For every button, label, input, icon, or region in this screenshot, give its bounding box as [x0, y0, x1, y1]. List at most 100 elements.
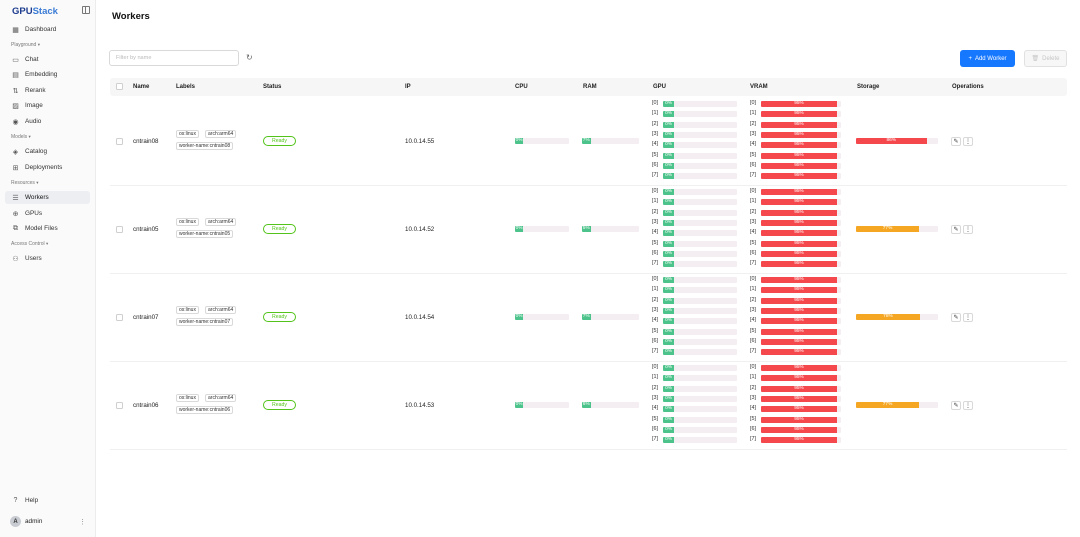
table-row[interactable]: cntrain05 os:linux arch:arm64 worker-name:c…: [110, 186, 1067, 274]
vram-index: [4]: [750, 141, 756, 148]
label-tag: worker-name:cntrain08: [176, 142, 234, 150]
edit-icon[interactable]: ✎: [951, 225, 961, 234]
gpu-usage-bar-fill: 0%: [663, 416, 675, 423]
gpustack-logo[interactable]: GPUStack: [12, 6, 58, 17]
row-checkbox[interactable]: [116, 314, 123, 321]
more-vertical-icon[interactable]: ⋮: [963, 401, 973, 410]
storage-usage-bar-fill: 78%: [856, 314, 920, 320]
filter-input[interactable]: Filter by name: [109, 50, 239, 66]
col-storage[interactable]: Storage: [857, 84, 880, 90]
caret-down-icon: ▾: [28, 134, 31, 139]
table-row[interactable]: cntrain06 os:linux arch:arm64 worker-name:c…: [110, 362, 1067, 450]
refresh-icon[interactable]: ↻: [246, 53, 253, 62]
more-vertical-icon[interactable]: ⋮: [963, 225, 973, 234]
caret-down-icon: ▾: [36, 180, 39, 185]
chat-icon: ▭: [12, 56, 19, 64]
sidebar-item-image[interactable]: ▨ Image: [5, 99, 90, 112]
sidebar-item-chat[interactable]: ▭ Chat: [5, 53, 90, 66]
vram-index: [5]: [750, 327, 756, 334]
edit-icon[interactable]: ✎: [951, 137, 961, 146]
group-label: Models: [11, 134, 28, 140]
sidebar-item-audio[interactable]: ◉ Audio: [5, 115, 90, 128]
col-ram[interactable]: RAM: [583, 84, 597, 90]
gpu-index: [0]: [652, 364, 658, 370]
more-vertical-icon[interactable]: ⋮: [963, 313, 973, 322]
gpu-usage-bar: 0%: [663, 318, 737, 325]
gpu-index: [1]: [652, 286, 658, 293]
add-worker-button[interactable]: + Add Worker: [960, 50, 1015, 67]
vram-index: [2]: [750, 120, 756, 127]
col-gpu[interactable]: GPU: [653, 84, 667, 90]
col-name[interactable]: Name: [133, 84, 150, 90]
gpu-index: [7]: [652, 436, 658, 443]
label-tag: arch:arm64: [205, 218, 237, 226]
sidebar-collapse-icon[interactable]: [82, 6, 90, 14]
add-worker-label: Add Worker: [974, 55, 1007, 62]
gpu-index: [4]: [652, 317, 658, 324]
vram-usage-bar-fill: 95%: [761, 416, 837, 423]
gpu-usage-bar-fill: 0%: [663, 365, 675, 371]
sidebar-item-model-files[interactable]: ⧉ Model Files: [5, 222, 90, 235]
more-vertical-icon[interactable]: ⋮: [963, 137, 973, 146]
vram-usage-bar-fill: 95%: [761, 437, 837, 444]
sidebar-item-deployments[interactable]: ⊞ Deployments: [5, 161, 90, 174]
sidebar-group-access-control[interactable]: Access Control ▾: [11, 241, 48, 247]
ram-usage-bar-fill: 7%: [582, 314, 591, 320]
vram-usage-bar: 95%: [761, 111, 841, 118]
select-all-checkbox[interactable]: [116, 83, 123, 90]
gpu-index: [7]: [652, 260, 658, 267]
logo-text-accent: Stack: [32, 6, 58, 17]
edit-icon[interactable]: ✎: [951, 313, 961, 322]
vram-usage-bar-fill: 95%: [761, 131, 837, 138]
ram-usage-bar: 5%: [582, 226, 639, 232]
delete-button[interactable]: 🗑 Delete: [1024, 50, 1067, 67]
row-checkbox[interactable]: [116, 138, 123, 145]
vram-usage-bar-fill: 95%: [761, 338, 837, 345]
workers-icon: ☰: [12, 194, 19, 202]
vram-index: [6]: [750, 161, 756, 168]
col-ip[interactable]: IP: [405, 84, 411, 90]
sidebar-item-users[interactable]: ⚇ Users: [5, 252, 90, 265]
gpu-index: [6]: [652, 249, 658, 256]
gpu-index: [4]: [652, 405, 658, 412]
sidebar-item-help[interactable]: ? Help: [5, 494, 90, 507]
vram-usage-bar: 95%: [761, 349, 841, 356]
row-checkbox[interactable]: [116, 402, 123, 409]
edit-icon[interactable]: ✎: [951, 401, 961, 410]
gpu-index: [3]: [652, 306, 658, 313]
gpu-index: [6]: [652, 161, 658, 168]
gpu-usage-bar: 0%: [663, 173, 737, 180]
trash-icon: 🗑: [1031, 56, 1040, 62]
sidebar-item-catalog[interactable]: ◈ Catalog: [5, 145, 90, 158]
sidebar-item-embedding[interactable]: ▤ Embedding: [5, 68, 90, 81]
col-vram[interactable]: VRAM: [750, 84, 768, 90]
vram-usage-bar: 95%: [761, 297, 841, 304]
sidebar-item-label: Image: [25, 102, 43, 109]
sidebar-group-models[interactable]: Models ▾: [11, 134, 31, 140]
gpu-usage-bar: 0%: [663, 199, 737, 206]
gpu-usage-bar-fill: 0%: [663, 297, 675, 304]
col-status[interactable]: Status: [263, 84, 282, 90]
table-row[interactable]: cntrain07 os:linux arch:arm64 worker-name:c…: [110, 274, 1067, 362]
table-row[interactable]: cntrain08 os:linux arch:arm64 worker-name:c…: [110, 98, 1067, 186]
gpu-usage-bar-fill: 0%: [663, 395, 675, 402]
sidebar-group-resources[interactable]: Resources ▾: [11, 180, 39, 186]
vram-usage-bar: 95%: [761, 416, 841, 423]
gpu-usage-bar: 0%: [663, 162, 737, 169]
sidebar-item-dashboard[interactable]: ▦ Dashboard: [5, 23, 90, 36]
vram-usage-bar: 95%: [761, 121, 841, 128]
sidebar-item-gpus[interactable]: ⊕ GPUs: [5, 207, 90, 220]
more-vertical-icon[interactable]: ⋮: [79, 518, 86, 526]
sidebar-item-rerank[interactable]: ⇅ Rerank: [5, 84, 90, 97]
cpu-usage-bar: 0%: [515, 314, 569, 320]
sidebar-group-playground[interactable]: Playground ▾: [11, 42, 40, 48]
gpu-index: [6]: [652, 337, 658, 344]
user-menu[interactable]: A admin ⋮: [10, 516, 86, 527]
storage-usage-bar: 77%: [856, 226, 938, 232]
vram-index: [5]: [750, 415, 756, 422]
gpu-usage-bar-fill: 0%: [663, 426, 675, 433]
sidebar-item-workers[interactable]: ☰ Workers: [5, 191, 90, 204]
row-checkbox[interactable]: [116, 226, 123, 233]
col-cpu[interactable]: CPU: [515, 84, 528, 90]
vram-index: [4]: [750, 317, 756, 324]
